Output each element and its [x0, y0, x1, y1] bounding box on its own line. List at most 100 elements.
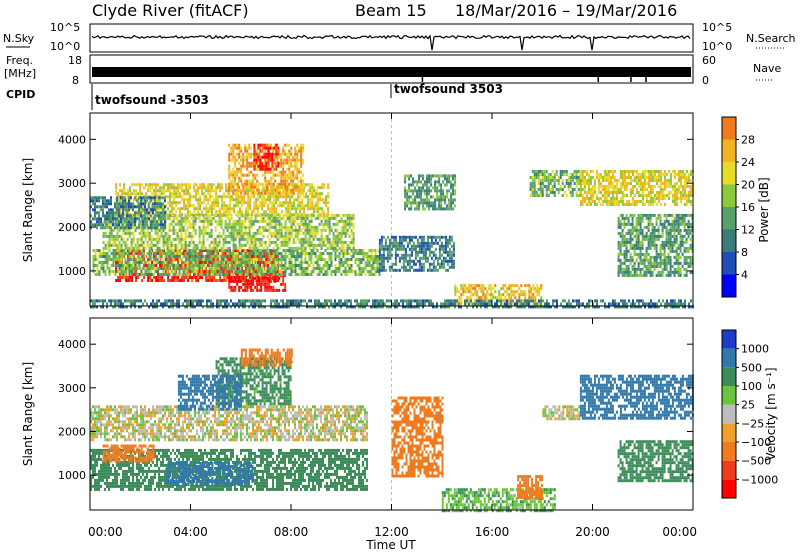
power-cell-3790 [268, 192, 270, 195]
power-cell-1673 [369, 264, 371, 267]
power-cell-4142 [108, 211, 110, 214]
power-cell-2010 [175, 229, 177, 232]
power-cell-4384 [383, 251, 385, 254]
power-cell-3613 [236, 159, 238, 162]
power-cell-2287 [243, 235, 245, 238]
power-cell-2633 [325, 229, 327, 232]
power-cell-2979 [175, 186, 177, 189]
power-cell-4155 [112, 208, 114, 211]
power-cell-3046 [193, 186, 195, 189]
power-cell-2962 [171, 186, 173, 189]
power-cell-4661 [451, 236, 453, 239]
power-cell-1229 [227, 273, 229, 276]
power-cell-4361 [379, 242, 381, 245]
power-cell-1490 [307, 264, 309, 267]
power-cell-2153 [211, 217, 213, 220]
power-cell-2525 [301, 217, 303, 220]
power-cell-1371 [273, 255, 275, 258]
power-cell-2124 [203, 226, 205, 229]
power-cell-4245 [136, 199, 138, 202]
power-cell-1052 [175, 252, 177, 255]
power-cell-2375 [265, 241, 267, 244]
power-cell-3958 [296, 189, 298, 192]
power-cell-4535 [421, 236, 423, 239]
power-cell-1788 [119, 241, 121, 244]
power-cell-3877 [284, 174, 286, 177]
power-cell-1374 [273, 267, 275, 270]
power-cell-4509 [413, 269, 415, 272]
power-cell-4906 [408, 195, 410, 198]
power-cell-2497 [293, 247, 295, 250]
power-cell-2468 [287, 235, 289, 238]
power-cell-940 [139, 264, 141, 267]
power-cell-3829 [276, 159, 278, 162]
power-cell-1469 [301, 261, 303, 264]
power-cell-1266 [241, 252, 243, 255]
power-cell-3677 [248, 156, 250, 159]
power-cell-3579 [230, 180, 232, 183]
power-cell-3050 [193, 207, 195, 210]
power-cell-3201 [233, 204, 235, 207]
power-cell-4630 [443, 251, 445, 254]
power-cell-4636 [445, 239, 447, 242]
power-cell-3234 [241, 213, 243, 216]
power-cell-2975 [173, 198, 175, 201]
power-cell-2870 [147, 189, 149, 192]
power-cell-2382 [267, 247, 269, 250]
power-cell-3254 [247, 195, 249, 198]
power-cell-4109 [100, 205, 102, 208]
power-cell-941 [141, 249, 143, 252]
freq-label: Freq. [6, 54, 33, 67]
power-cell-3919 [290, 177, 292, 180]
power-cell-3928 [292, 174, 294, 177]
power-cell-3659 [244, 183, 246, 186]
power-cell-3540 [321, 213, 323, 216]
power-cell-14 [117, 276, 119, 279]
power-cell-4937 [416, 204, 418, 207]
power-cell-4445 [399, 242, 401, 245]
power-cell-4276 [144, 208, 146, 211]
power-cell-2674 [335, 223, 337, 226]
power-cell-1145 [203, 255, 205, 258]
power-cell-1650 [361, 273, 363, 276]
power-cell-2394 [271, 217, 273, 220]
power-cell-4514 [415, 254, 417, 257]
power-cell-4377 [381, 260, 383, 263]
power-cell-3012 [183, 201, 185, 204]
power-cell-2283 [243, 220, 245, 223]
power-cell-4405 [389, 242, 391, 245]
power-cell-1270 [241, 264, 243, 267]
power-cell-3162 [223, 192, 225, 195]
power-cell-3523 [317, 198, 319, 201]
power-cell-2732 [349, 214, 351, 217]
power-cell-4395 [385, 257, 387, 260]
power-cell-944 [141, 261, 143, 264]
power-cell-3138 [215, 210, 217, 213]
power-cell-2500 [295, 220, 297, 223]
power-cell-4786 [500, 287, 502, 290]
power-cell-767 [274, 277, 276, 280]
power-cell-3514 [315, 192, 317, 195]
power-cell-3684 [248, 186, 250, 189]
power-cell-3256 [247, 201, 249, 204]
power-cell-2156 [211, 229, 213, 232]
power-cell-1238 [231, 264, 233, 267]
power-cell-2372 [265, 220, 267, 223]
power-cell-4915 [410, 204, 412, 207]
power-cell-4576 [429, 254, 431, 257]
power-cell-4644 [447, 239, 449, 242]
power-cell-4680 [454, 290, 456, 293]
power-cell-808 [97, 270, 99, 273]
power-cell-2378 [267, 217, 269, 220]
power-cell-2708 [343, 220, 345, 223]
nsky-label: N.Sky [3, 32, 35, 45]
power-cell-1414 [285, 258, 287, 261]
power-cell-2992 [177, 207, 179, 210]
power-cell-3864 [282, 171, 284, 174]
power-cell-1330 [259, 264, 261, 267]
power-cell-4740 [480, 284, 482, 287]
power-cell-1930 [155, 238, 157, 241]
power-cell-2474 [289, 220, 291, 223]
power-cell-4188 [120, 226, 122, 229]
power-cell-1838 [131, 244, 133, 247]
